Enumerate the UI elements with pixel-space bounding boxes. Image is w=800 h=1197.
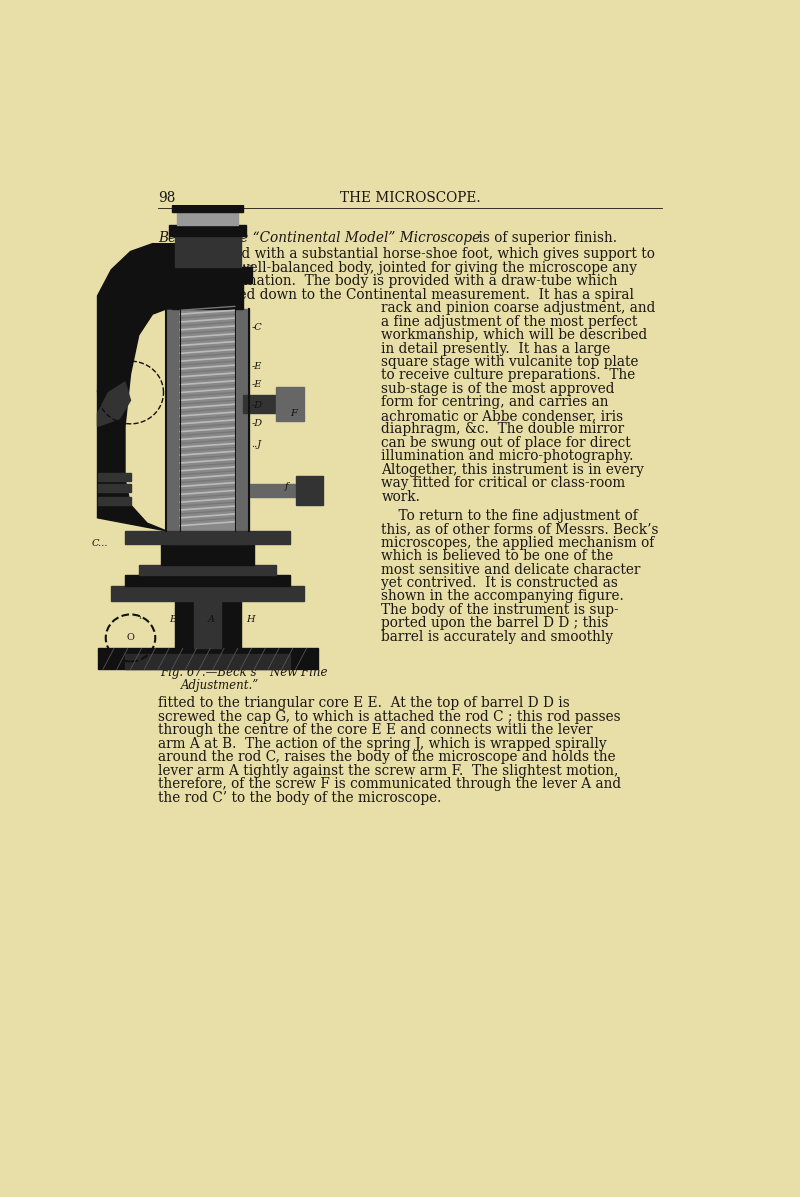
Polygon shape bbox=[163, 267, 251, 282]
Polygon shape bbox=[125, 576, 290, 585]
Text: workmanship, which will be described: workmanship, which will be described bbox=[382, 328, 647, 342]
Text: Altogether, this instrument is in every: Altogether, this instrument is in every bbox=[382, 463, 644, 476]
Polygon shape bbox=[276, 388, 304, 421]
Text: a fine adjustment of the most perfect: a fine adjustment of the most perfect bbox=[382, 315, 638, 329]
Text: achromatic or Abbe condenser, iris: achromatic or Abbe condenser, iris bbox=[382, 409, 623, 423]
Polygon shape bbox=[172, 278, 243, 309]
Text: -E: -E bbox=[251, 381, 262, 389]
Text: diaphragm, &c.  The double mirror: diaphragm, &c. The double mirror bbox=[382, 423, 625, 437]
Text: therefore, of the screw F is communicated through the lever A and: therefore, of the screw F is communicate… bbox=[158, 777, 622, 791]
Polygon shape bbox=[161, 543, 254, 565]
Text: to receive culture preparations.  The: to receive culture preparations. The bbox=[382, 369, 635, 383]
Text: ¹: ¹ bbox=[138, 615, 142, 624]
Polygon shape bbox=[98, 244, 180, 531]
Text: It is provided with a substantial horse-shoe foot, which gives support to: It is provided with a substantial horse-… bbox=[158, 248, 655, 261]
Text: the strong, well-balanced body, jointed for giving the microscope any: the strong, well-balanced body, jointed … bbox=[158, 261, 637, 274]
Text: microscopes, the applied mechanism of: microscopes, the applied mechanism of bbox=[382, 535, 654, 549]
Text: THE MICROSCOPE.: THE MICROSCOPE. bbox=[340, 192, 480, 206]
Text: most sensitive and delicate character: most sensitive and delicate character bbox=[382, 563, 641, 577]
Text: illumination and micro-photography.: illumination and micro-photography. bbox=[382, 449, 634, 463]
Text: angle of inclination.  The body is provided with a draw-tube which: angle of inclination. The body is provid… bbox=[158, 274, 618, 288]
Polygon shape bbox=[169, 531, 246, 543]
Text: G: G bbox=[246, 266, 254, 274]
Text: form for centring, and carries an: form for centring, and carries an bbox=[382, 395, 609, 409]
Text: -C: -C bbox=[251, 323, 262, 332]
Polygon shape bbox=[194, 596, 222, 649]
Text: -D: -D bbox=[251, 401, 262, 411]
Polygon shape bbox=[125, 531, 290, 543]
Text: To return to the fine adjustment of: To return to the fine adjustment of bbox=[382, 509, 638, 523]
Text: around the rod C, raises the body of the microscope and holds the: around the rod C, raises the body of the… bbox=[158, 751, 616, 765]
Text: shown in the accompanying figure.: shown in the accompanying figure. bbox=[382, 589, 624, 603]
Text: Adjustment.”: Adjustment.” bbox=[182, 679, 260, 692]
Text: A: A bbox=[207, 615, 214, 624]
Text: way fitted for critical or class-room: way fitted for critical or class-room bbox=[382, 476, 626, 491]
Polygon shape bbox=[174, 236, 241, 267]
Text: fitted to the triangular core E E.  At the top of barrel D D is: fitted to the triangular core E E. At th… bbox=[158, 697, 570, 710]
Polygon shape bbox=[166, 309, 249, 531]
Text: rack and pinion coarse adjustment, and: rack and pinion coarse adjustment, and bbox=[382, 302, 656, 315]
Polygon shape bbox=[174, 601, 241, 649]
Polygon shape bbox=[98, 382, 130, 426]
Polygon shape bbox=[243, 395, 285, 413]
Text: B: B bbox=[169, 615, 176, 624]
Text: The body of the instrument is sup-: The body of the instrument is sup- bbox=[382, 603, 619, 616]
Text: yet contrived.  It is constructed as: yet contrived. It is constructed as bbox=[382, 576, 618, 590]
Text: this, as of other forms of Messrs. Beck’s: this, as of other forms of Messrs. Beck’… bbox=[382, 522, 659, 536]
Polygon shape bbox=[172, 205, 243, 212]
Text: Fig. 67.—Beck’s “ New Fine: Fig. 67.—Beck’s “ New Fine bbox=[161, 666, 328, 679]
Text: O: O bbox=[126, 633, 134, 643]
Text: H: H bbox=[246, 615, 254, 624]
Text: f: f bbox=[285, 482, 288, 491]
Text: F: F bbox=[290, 409, 297, 418]
Polygon shape bbox=[295, 476, 323, 505]
Text: which is believed to be one of the: which is believed to be one of the bbox=[382, 549, 614, 563]
Text: screwed the cap G, to which is attached the rod C ; this rod passes: screwed the cap G, to which is attached … bbox=[158, 710, 621, 724]
Text: arm A at B.  The action of the spring J, which is wrapped spirally: arm A at B. The action of the spring J, … bbox=[158, 737, 606, 751]
Text: square stage with vulcanite top plate: square stage with vulcanite top plate bbox=[382, 356, 639, 369]
Polygon shape bbox=[98, 474, 130, 481]
Text: can be swung out of place for direct: can be swung out of place for direct bbox=[382, 436, 631, 450]
Polygon shape bbox=[111, 585, 304, 601]
Text: in detail presently.  It has a large: in detail presently. It has a large bbox=[382, 341, 610, 356]
Polygon shape bbox=[243, 484, 312, 497]
Text: -D: -D bbox=[251, 419, 262, 429]
Text: the rod C’ to the body of the microscope.: the rod C’ to the body of the microscope… bbox=[158, 791, 442, 804]
Text: C...: C... bbox=[92, 540, 109, 548]
Text: barrel is accurately and smoothly: barrel is accurately and smoothly bbox=[382, 630, 614, 644]
Polygon shape bbox=[98, 649, 318, 669]
Text: sub-stage is of the most approved: sub-stage is of the most approved bbox=[382, 382, 615, 396]
Polygon shape bbox=[138, 565, 276, 576]
Polygon shape bbox=[178, 209, 238, 225]
Text: lever arm A tightly against the screw arm F.  The slightest motion,: lever arm A tightly against the screw ar… bbox=[158, 764, 618, 778]
Text: ported upon the barrel D D ; this: ported upon the barrel D D ; this bbox=[382, 616, 609, 631]
Text: work.: work. bbox=[382, 490, 420, 504]
Polygon shape bbox=[169, 225, 246, 236]
Polygon shape bbox=[98, 497, 130, 505]
Text: ..J: ..J bbox=[251, 440, 262, 449]
Text: through the centre of the core E E and connects witli the lever: through the centre of the core E E and c… bbox=[158, 723, 593, 737]
Text: 98: 98 bbox=[158, 192, 175, 206]
Polygon shape bbox=[180, 309, 235, 531]
Polygon shape bbox=[125, 654, 290, 669]
Text: can be racked down to the Continental measurement.  It has a spiral: can be racked down to the Continental me… bbox=[158, 287, 634, 302]
Text: is of superior finish.: is of superior finish. bbox=[474, 231, 618, 244]
Text: -E: -E bbox=[251, 361, 262, 371]
Text: Beck’s Large “Continental Model” Microscope: Beck’s Large “Continental Model” Microsc… bbox=[158, 231, 480, 244]
Polygon shape bbox=[98, 484, 130, 492]
